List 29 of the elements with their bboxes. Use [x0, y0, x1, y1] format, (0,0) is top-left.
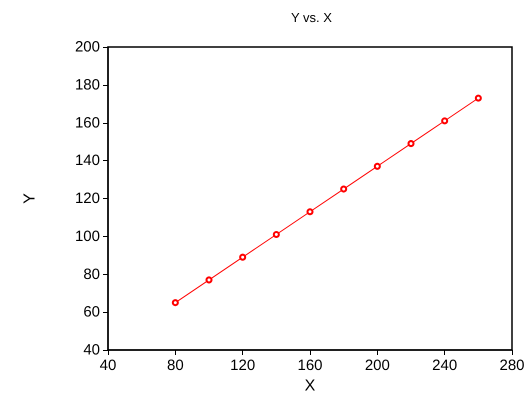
point [239, 254, 246, 261]
point [408, 140, 414, 148]
point [441, 117, 448, 124]
point [272, 230, 280, 238]
y-tick-label: 200 [74, 38, 100, 56]
x-tick-label: 240 [432, 357, 458, 374]
x-tick-label: 160 [297, 357, 323, 374]
x-tick-label: 120 [230, 357, 256, 374]
y-tick-label: 40 [83, 342, 100, 358]
point [306, 208, 314, 216]
y-tick-label: 100 [74, 228, 100, 245]
y-tick-label: 120 [74, 190, 100, 207]
y-tick-label: 180 [74, 76, 100, 94]
y-tick-label: 80 [83, 266, 100, 283]
x-tick-label: 80 [166, 357, 184, 374]
point [206, 276, 212, 284]
point [474, 94, 482, 102]
x-axis-title: X [304, 378, 316, 394]
point [374, 162, 381, 170]
y-axis-title: Y [22, 192, 38, 204]
y-tick-label: 160 [74, 114, 100, 132]
chart-title: Y vs. X [291, 10, 332, 25]
x-tick-label: 280 [499, 357, 525, 374]
y-tick-label: 60 [83, 304, 100, 321]
point [172, 299, 179, 306]
y-tick-label: 140 [74, 152, 100, 170]
x-tick-label: 200 [364, 357, 390, 374]
x-tick-label: 40 [100, 357, 116, 374]
point [340, 186, 348, 193]
